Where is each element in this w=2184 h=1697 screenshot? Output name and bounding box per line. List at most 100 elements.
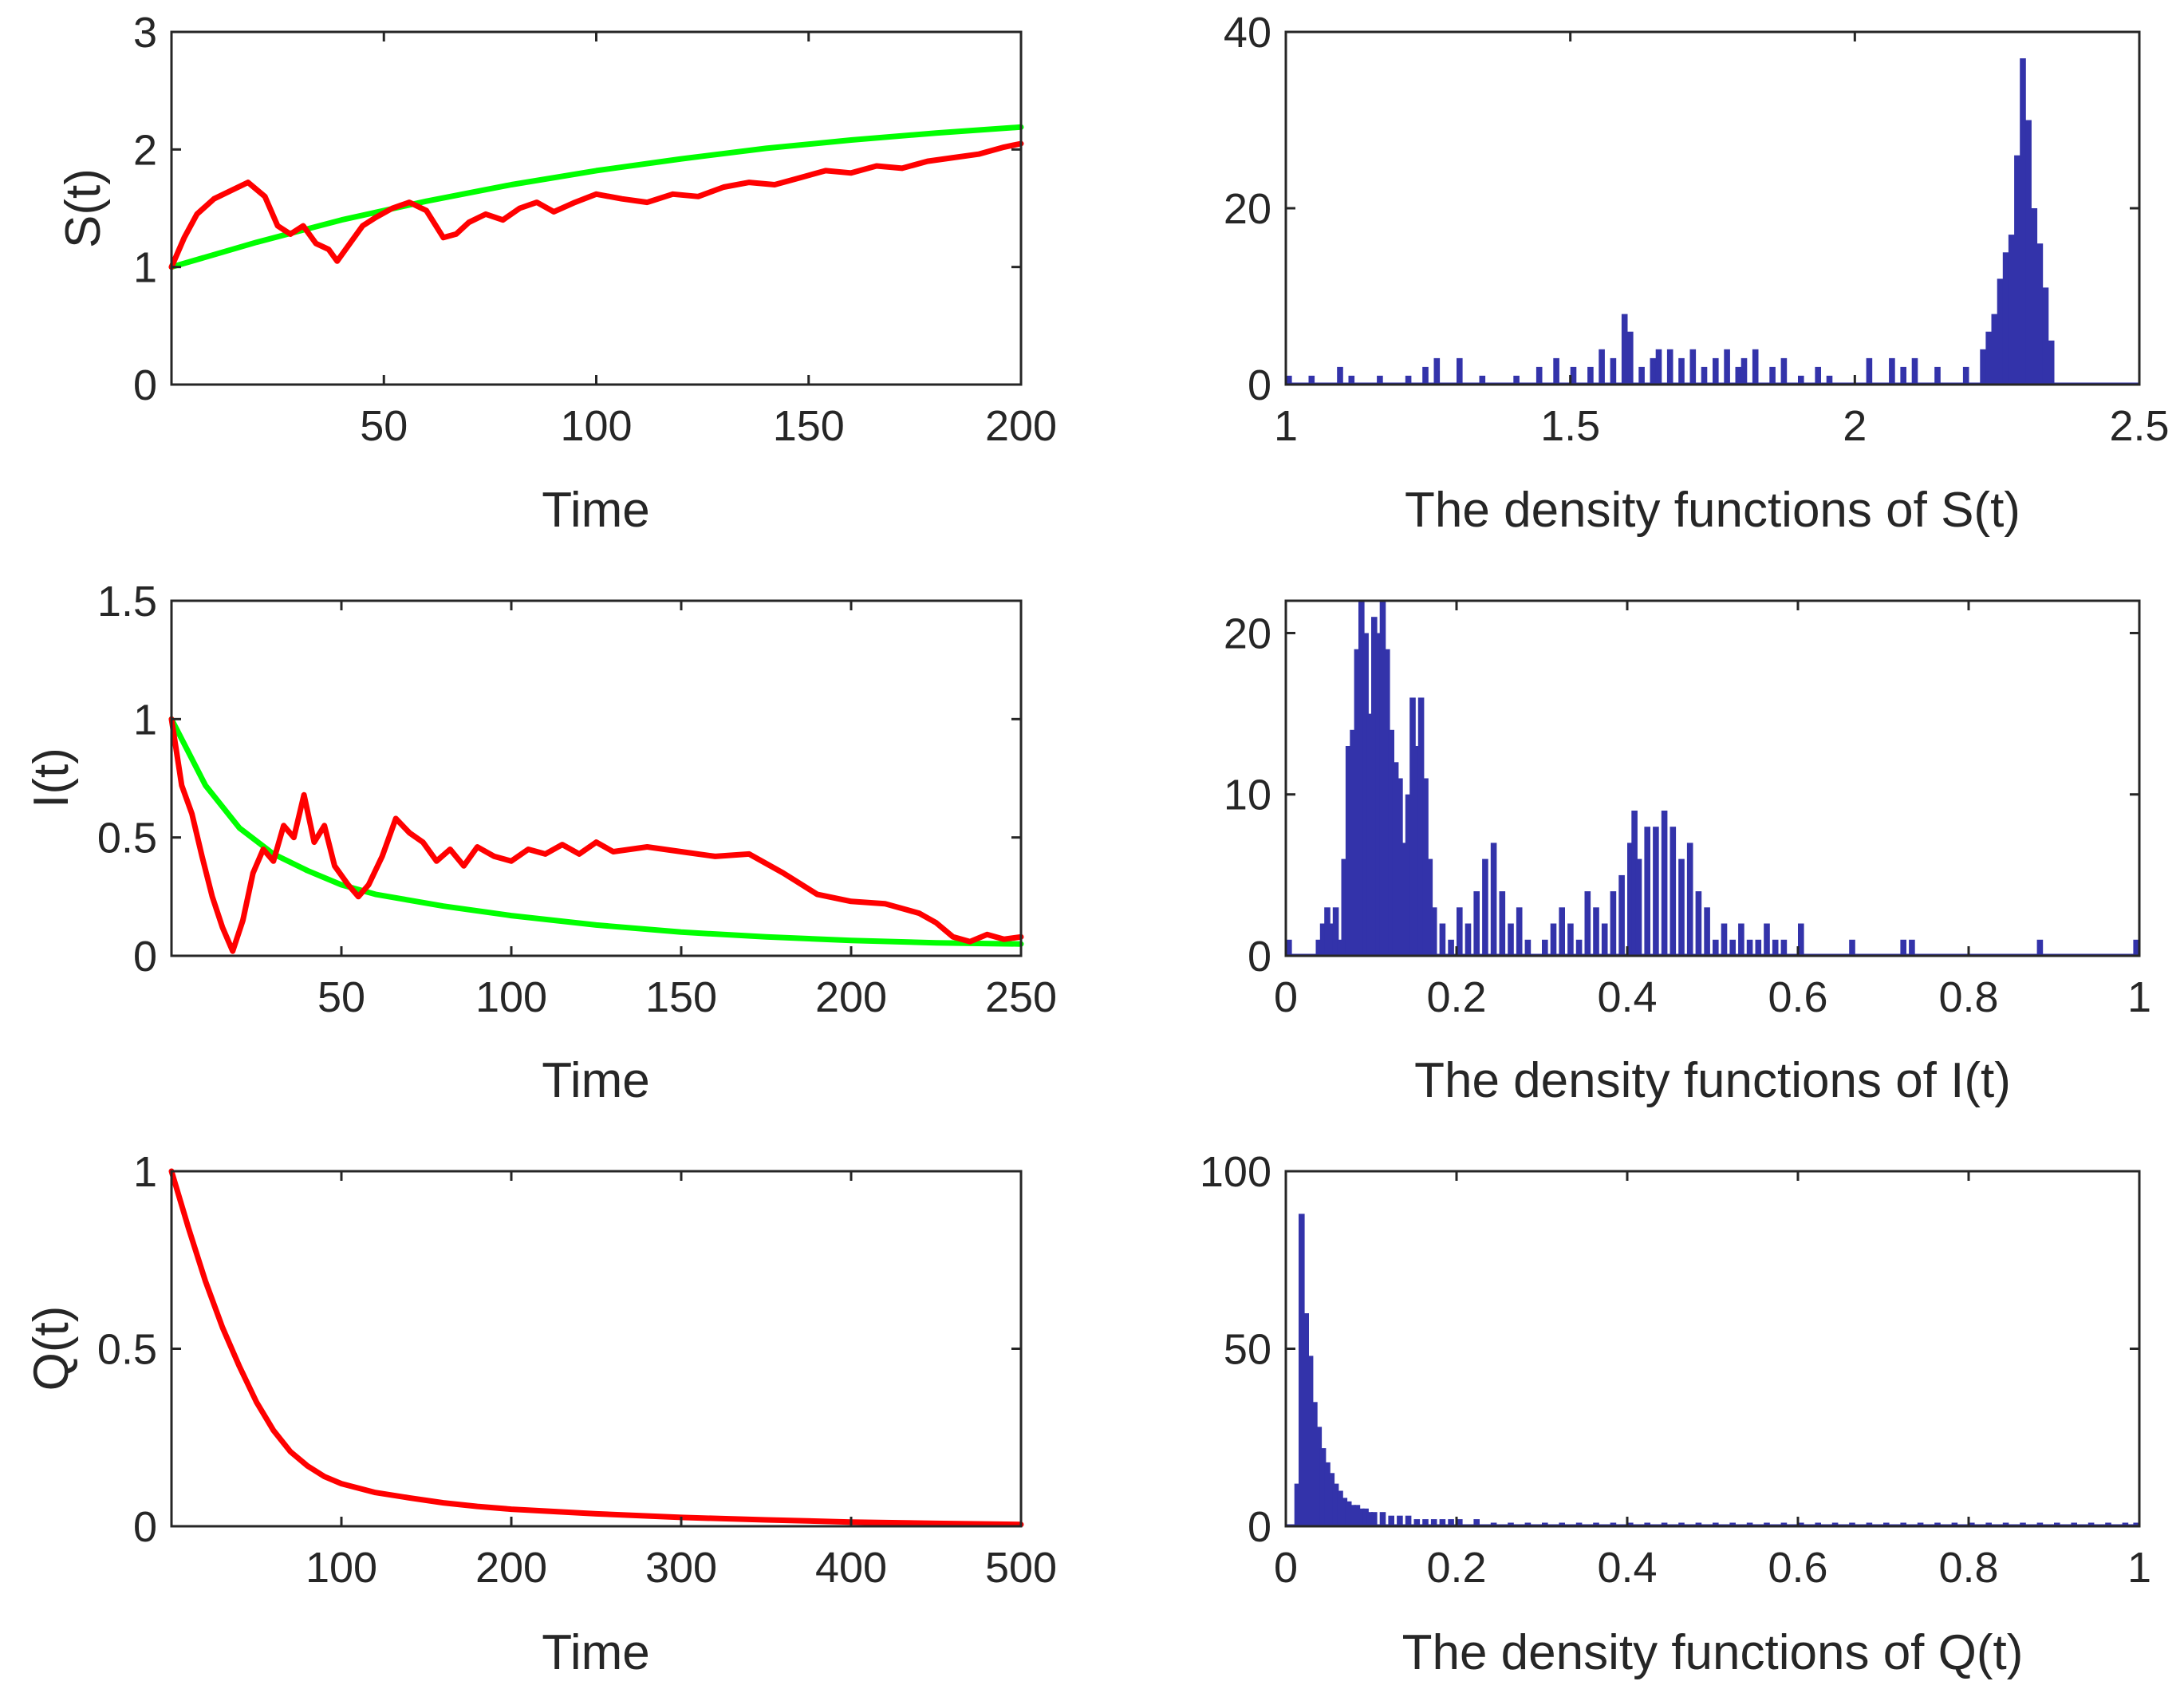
x-tick-label: 0.2 [1426, 1544, 1486, 1592]
histogram-bar [1627, 843, 1634, 956]
histogram-bar [1618, 874, 1625, 956]
histogram-bar [2036, 939, 2044, 956]
histogram-bar [1430, 907, 1437, 956]
x-tick-label: 50 [360, 402, 408, 450]
histogram-bar [1341, 1498, 1348, 1526]
histogram-bar [2008, 235, 2015, 385]
histogram-bar [1388, 1515, 1394, 1526]
histogram-bar [1593, 907, 1599, 956]
histogram-bar [1740, 357, 1748, 385]
histogram-bar [1584, 891, 1591, 956]
x-tick-label: 100 [306, 1544, 377, 1592]
axes-box [170, 599, 1023, 957]
histogram-bar [1570, 366, 1577, 385]
histogram-bar [1798, 375, 1804, 385]
histogram-bar [1655, 349, 1662, 385]
x-axis-label: The density functions of Q(t) [1402, 1625, 2024, 1680]
histogram-bar [1354, 1505, 1361, 1526]
x-tick-label: 0 [1274, 973, 1298, 1021]
y-axis-label: S(t) [56, 168, 111, 248]
histogram-bar [1650, 357, 1657, 385]
panel-s-density-ticks: 1 1.5 2 2.5 0 20 40 [1224, 9, 2170, 450]
histogram-bar [1567, 923, 1574, 956]
x-tick-label: 1 [2127, 973, 2151, 1021]
histogram-bar [1911, 357, 1918, 385]
x-tick-label: 400 [815, 1544, 887, 1592]
histogram-bar [1422, 1519, 1429, 1526]
histogram-bar [1666, 349, 1673, 385]
histogram-bar [1286, 375, 1292, 385]
histogram-bar [1345, 1501, 1352, 1526]
histogram-bar [1413, 746, 1421, 956]
y-tick-label: 3 [133, 9, 157, 57]
histogram-bar [1704, 907, 1710, 956]
histogram-bar [1379, 601, 1386, 956]
y-tick-label: 20 [1224, 610, 1271, 657]
x-tick-label: 0.6 [1768, 973, 1827, 1021]
axes-box [1284, 1170, 2141, 1528]
histogram-bar [1755, 939, 1762, 956]
histogram-bar [1337, 939, 1343, 956]
histogram-bar [1457, 907, 1463, 956]
histogram-bar [1746, 939, 1753, 956]
x-tick-label: 2.5 [2109, 402, 2169, 450]
histogram-bar [1601, 923, 1608, 956]
panel-i-time: 50 100 150 200 250 0 0.5 1 1.5 Time I(t) [24, 578, 1057, 1108]
histogram-bar [1724, 349, 1730, 385]
histogram-bar [1678, 357, 1685, 385]
histogram-bar [1371, 1512, 1378, 1526]
histogram-bar [1962, 366, 1969, 385]
x-tick-label: 200 [475, 1544, 547, 1592]
histogram-bar [1798, 923, 1804, 956]
panel-s-time-marks [168, 124, 1024, 270]
histogram-bar [1735, 366, 1742, 385]
histogram-bar [1661, 811, 1668, 956]
histogram-bar [1350, 1505, 1356, 1526]
histogram-bar [1439, 923, 1446, 956]
panel-i-time-marks [168, 716, 1024, 954]
y-tick-label: 50 [1224, 1326, 1271, 1374]
x-tick-label: 250 [985, 973, 1057, 1021]
histogram-bar [1815, 366, 1821, 385]
histogram-bar [1366, 1512, 1374, 1526]
histogram-bar [1417, 697, 1425, 956]
histogram-bar [1345, 746, 1352, 956]
histogram-bar [1315, 1427, 1323, 1526]
histogram-bar [2025, 120, 2032, 385]
histogram-bar [1375, 633, 1382, 956]
histogram-bar [1513, 375, 1520, 385]
histogram-bar [1405, 794, 1412, 956]
histogram-bar [1516, 907, 1523, 956]
histogram-bar [1610, 891, 1617, 956]
x-tick-label: 100 [475, 973, 547, 1021]
histogram-bar [1319, 1448, 1327, 1526]
histogram-bar [2014, 155, 2020, 385]
histogram-bar [1553, 357, 1559, 385]
histogram-bar [1764, 923, 1770, 956]
x-tick-label: 2 [1843, 402, 1867, 450]
histogram-bar [1350, 729, 1356, 956]
histogram-bar [1371, 617, 1378, 956]
histogram-bar [1388, 729, 1394, 956]
histogram-bar [1401, 843, 1408, 956]
histogram-bar [1413, 1519, 1421, 1526]
histogram-bar [1315, 939, 1323, 956]
histogram-bar [2048, 340, 2055, 385]
histogram-bar [1377, 375, 1383, 385]
panel-q-time: 100 200 300 400 500 0 0.5 1 Time Q(t) [24, 1148, 1057, 1680]
histogram-bar [1713, 357, 1719, 385]
histogram-bar [1433, 357, 1441, 385]
histogram-bar [1900, 366, 1906, 385]
histogram-bar [1392, 762, 1399, 956]
histogram-bar [1448, 939, 1454, 956]
histogram-bar [1670, 827, 1677, 956]
x-tick-label: 0.8 [1938, 973, 1998, 1021]
x-axis-label: Time [542, 1625, 649, 1680]
x-tick-label: 200 [815, 973, 887, 1021]
histogram-bar [1482, 858, 1488, 956]
histogram-bar [1324, 907, 1331, 956]
histogram-bar [1422, 366, 1429, 385]
axes-box [1284, 599, 2141, 957]
x-tick-label: 1 [2127, 1544, 2151, 1592]
